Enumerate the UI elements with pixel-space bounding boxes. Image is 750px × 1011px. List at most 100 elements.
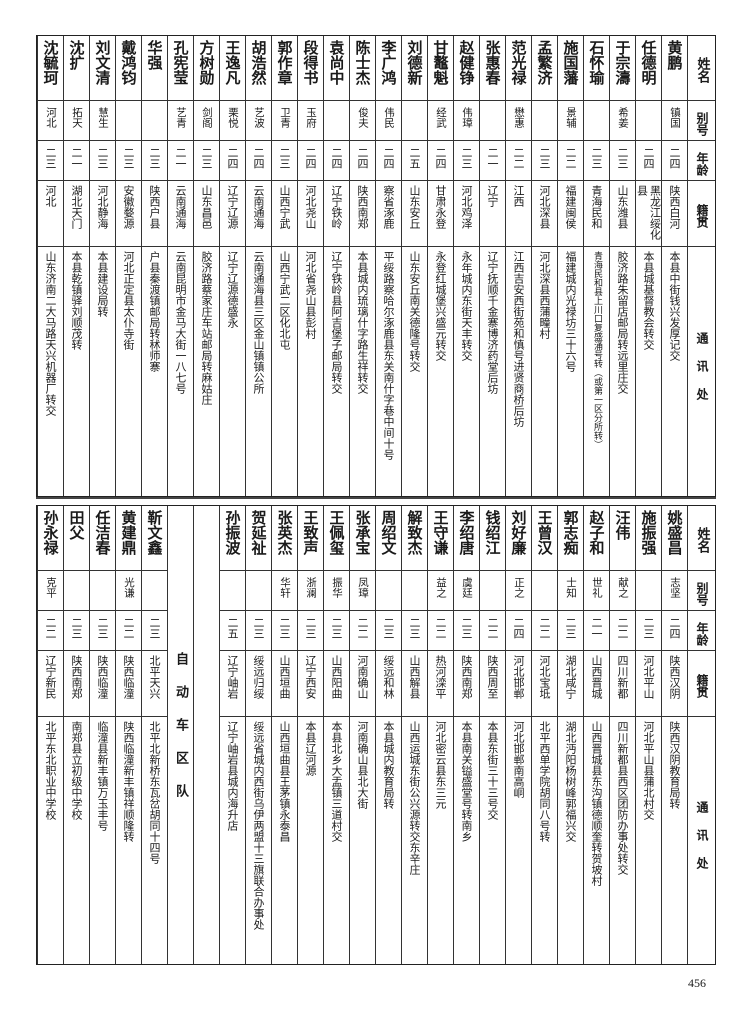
person-name: 于宗濤 xyxy=(610,36,635,101)
person-column: 孟繁济 二三 河北深县 河北深县西蒲疃村 xyxy=(531,36,557,496)
person-column: 段得书 玉府 二四 河北尧山 河北省尧山县彭村 xyxy=(297,36,323,496)
person-native: 河北 xyxy=(38,181,63,247)
person-address: 山东安丘南关德隆号转交 xyxy=(408,251,421,372)
person-address: 本县乾镇驿刘顺茂转 xyxy=(70,251,83,350)
person-native: 山西晋城 xyxy=(584,651,609,717)
person-address: 辽宁岫岩县城内海升店 xyxy=(226,721,239,831)
header-native: 籍贯 xyxy=(688,651,715,717)
person-alias: 献之 xyxy=(610,571,635,611)
person-name: 汪伟 xyxy=(610,506,635,571)
person-address: 本县建设局转 xyxy=(96,251,109,317)
header-address: 通讯处 xyxy=(695,800,709,885)
person-alias: 剑阁 xyxy=(194,101,219,141)
person-name: 任德明 xyxy=(636,36,661,101)
person-alias: 俊夫 xyxy=(350,101,375,141)
person-column: 孙永禄 克平 二二 辽宁新民 北平东北职业中学校 xyxy=(37,506,63,964)
person-age: 二三 xyxy=(64,611,89,651)
person-name: 贺延祉 xyxy=(246,506,271,571)
person-alias: 玉府 xyxy=(298,101,323,141)
person-native: 辽宁岫岩 xyxy=(220,651,245,717)
person-native: 辽宁西安 xyxy=(298,651,323,717)
person-alias xyxy=(636,101,661,141)
person-name: 胡浩然 xyxy=(246,36,271,101)
person-column: 刘文清 慧生 二三 河北静海 本县建设局转 xyxy=(89,36,115,496)
person-name: 王佩玺 xyxy=(324,506,349,571)
person-name: 王曾汉 xyxy=(532,506,557,571)
person-column: 任洁春 二三 陕西临潼 临潼县新丰镇万玉丰号 xyxy=(89,506,115,964)
section-label: 自动车区队 xyxy=(173,652,188,817)
person-alias xyxy=(636,571,661,611)
person-name: 孙振波 xyxy=(220,506,245,571)
person-address: 陕西临潼新丰镇祥顺隆转 xyxy=(122,721,135,842)
person-address: 胶济路蔡家庄车站邮局转麻姑庄 xyxy=(200,251,213,405)
person-age: 二三 xyxy=(142,141,167,181)
person-column: 王守谦 益之 二二 热河滦平 河北密云县东三元 xyxy=(427,506,453,964)
person-column: 戴鸿钧 二三 安徽婺源 河北正定县太仆寺街 xyxy=(115,36,141,496)
person-alias xyxy=(142,101,167,141)
person-name: 孔宪莹 xyxy=(168,36,193,101)
person-column: 方树勋 剑阁 二三 山东昌邑 胶济路蔡家庄车站邮局转麻姑庄 xyxy=(193,36,219,496)
person-address: 辽宁抚顺千金寨博济药堂后坊 xyxy=(486,251,499,394)
person-age: 二二 xyxy=(480,611,505,651)
person-address: 永登红城堡兴盛元转交 xyxy=(434,251,447,361)
person-name: 沈扩 xyxy=(64,36,89,101)
person-name: 陈士杰 xyxy=(350,36,375,101)
person-column: 任德明 二四 黑龙江绥化县 本县城基督教会转交 xyxy=(635,36,661,496)
person-age: 二三 xyxy=(246,611,271,651)
person-address: 本县东街三十三号交 xyxy=(486,721,499,820)
person-address: 本县北乡大盂镇三道村交 xyxy=(330,721,343,842)
person-name: 李绍唐 xyxy=(454,506,479,571)
person-native: 黑龙江绥化县 xyxy=(636,181,661,247)
person-native: 四川新都 xyxy=(610,651,635,717)
person-age: 二三 xyxy=(454,611,479,651)
person-alias xyxy=(376,571,401,611)
person-alias: 栗悦 xyxy=(220,101,245,141)
person-alias: 振华 xyxy=(324,571,349,611)
person-native: 山西宁武 xyxy=(272,181,297,247)
header-name: 姓名 xyxy=(688,36,715,101)
person-column: 张英杰 华轩 二三 山西垣曲 山西垣曲县王茅镇永泰昌 xyxy=(271,506,297,964)
person-age: 二二 xyxy=(116,611,141,651)
person-age: 二三 xyxy=(272,611,297,651)
person-age: 二一 xyxy=(64,141,89,181)
person-name: 周绍文 xyxy=(376,506,401,571)
person-address: 胶济路朱留店邮局转远里庄交 xyxy=(616,251,629,394)
person-address: 河北正定县太仆寺街 xyxy=(122,251,135,350)
person-native: 陕西南郑 xyxy=(350,181,375,247)
person-address: 户县秦渡镇邮局转秫师寨 xyxy=(148,251,161,372)
person-alias: 景辅 xyxy=(558,101,583,141)
person-native: 陕西白河 xyxy=(662,181,687,247)
person-address: 四川新都县西区团防办事处转交 xyxy=(616,721,629,875)
header-name: 姓名 xyxy=(688,506,715,571)
person-alias: 伟民 xyxy=(376,101,401,141)
person-name: 黄建鼎 xyxy=(116,506,141,571)
person-native: 山东安丘 xyxy=(402,181,427,247)
person-age: 二四 xyxy=(350,141,375,181)
person-address: 河北深县西蒲疃村 xyxy=(538,251,551,339)
person-age: 二三 xyxy=(376,611,401,651)
person-native: 河北鸡泽 xyxy=(454,181,479,247)
person-name: 郭志痴 xyxy=(558,506,583,571)
person-address: 平绥路察哈尔涿鹿县东关南什字巷中间十号 xyxy=(382,251,395,460)
person-native: 陕西汉阴 xyxy=(662,651,687,717)
person-alias: 志坚 xyxy=(662,571,687,611)
person-native: 福建闽侯 xyxy=(558,181,583,247)
person-name: 赵子和 xyxy=(584,506,609,571)
person-native: 察省涿鹿 xyxy=(376,181,401,247)
person-column: 李绍唐 虞廷 二三 陕西南郑 本县南关镒盛堂号转南乡 xyxy=(453,506,479,964)
person-alias: 艺波 xyxy=(246,101,271,141)
person-column: 刘德新 二五 山东安丘 山东安丘南关德隆号转交 xyxy=(401,36,427,496)
person-column: 解致杰 二三 山西解县 山西运城东街公兴源转交东辛庄 xyxy=(401,506,427,964)
person-column: 范光禄 懋惠 二二 江西 江西吉安西街苑和慎号进贤商桥后坊 xyxy=(505,36,531,496)
person-name: 张惠春 xyxy=(480,36,505,101)
person-age: 二三 xyxy=(116,141,141,181)
section-column: 自动车区队 xyxy=(167,506,193,964)
person-address: 临潼县新丰镇万玉丰号 xyxy=(96,721,109,831)
person-age: 二三 xyxy=(324,611,349,651)
person-native: 陕西南郑 xyxy=(454,651,479,717)
page-number: 456 xyxy=(688,976,706,990)
person-native: 河北平山 xyxy=(636,651,661,717)
person-native: 山西垣曲 xyxy=(272,651,297,717)
person-column: 黄建鼎 光谦 二二 陕西临潼 陕西临潼新丰镇祥顺隆转 xyxy=(115,506,141,964)
person-name: 姚盛昌 xyxy=(662,506,687,571)
